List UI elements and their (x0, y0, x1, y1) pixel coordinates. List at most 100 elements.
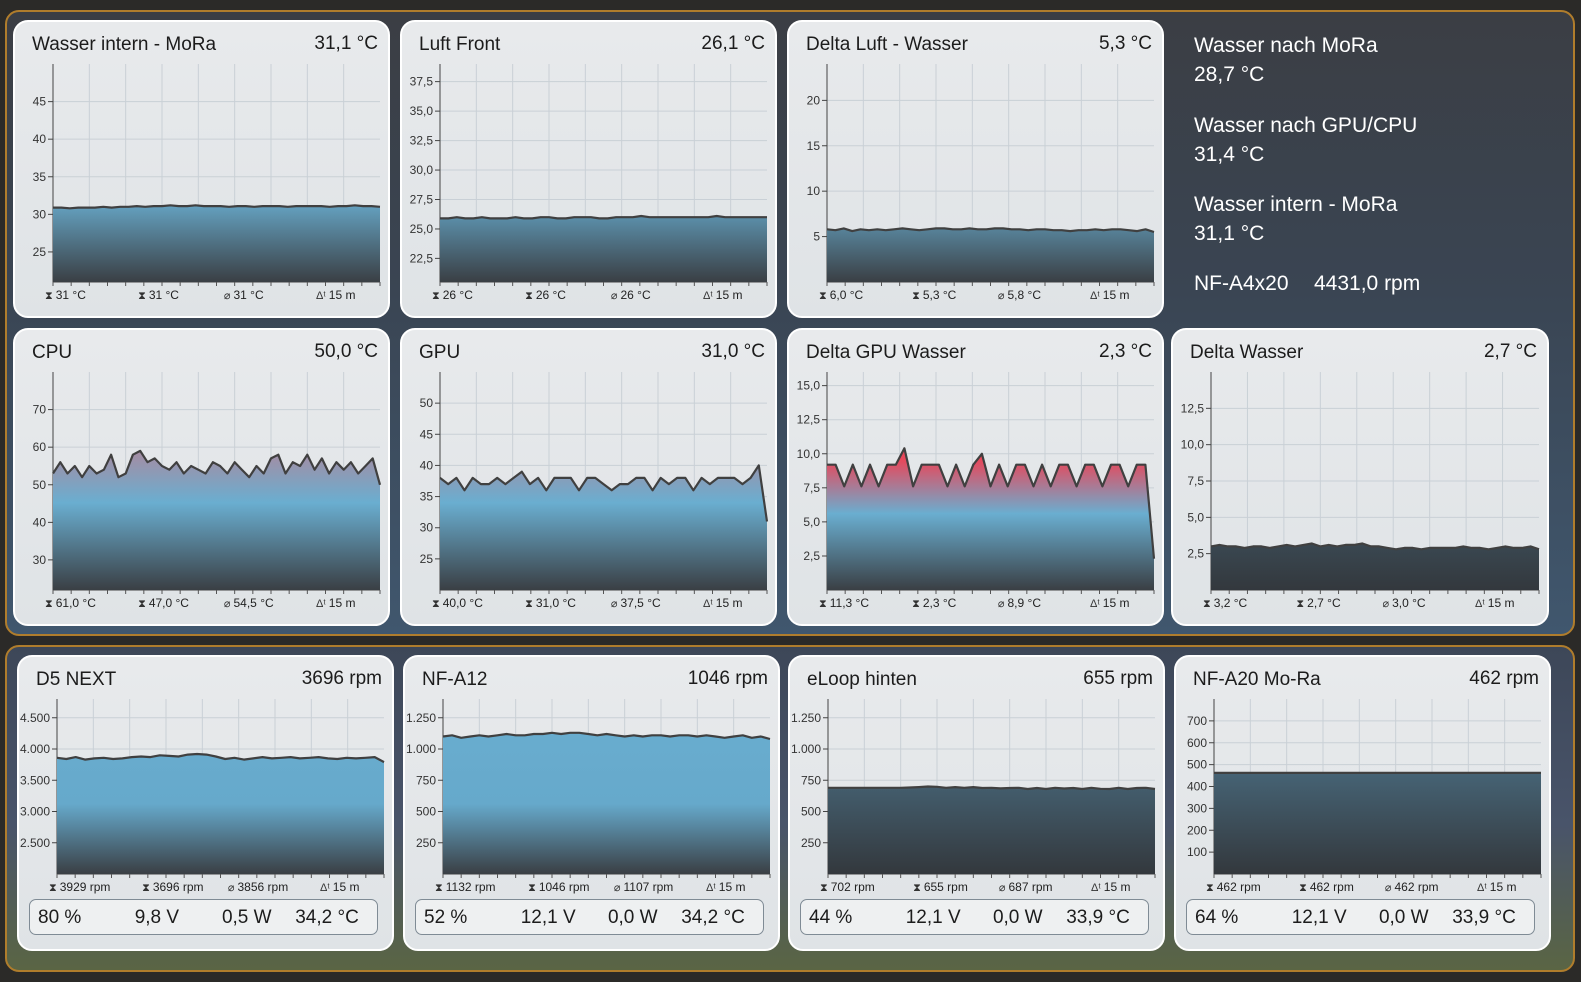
stat-time-span: Δᵗ 15 m (316, 288, 355, 302)
stat-avg-icon: ⌀ (997, 598, 1005, 610)
info-label-wasser-nach-gpu-cpu: Wasser nach GPU/CPU (1194, 114, 1418, 137)
stat-min: ⧗ 655 rpm (913, 880, 968, 895)
stat-avg-icon: ⌀ (613, 882, 621, 894)
sensor-panel-luft-front[interactable]: 22,5 25,0 27,5 30,0 32,5 35,0 37,5 Luft Front … (400, 20, 777, 318)
stat-max: ⧗ 26 °C (432, 288, 473, 303)
sensor-panel-nf-a12[interactable]: 250 500 750 1.000 1.250 NF-A12 1046 rpm ⧗ 113… (403, 655, 780, 951)
stat-min-icon: ⧗ (1296, 598, 1305, 610)
stats-row: ⧗ 702 rpm ⧗ 655 rpm ⌀ 687 rpm Δᵗ 15 m (790, 880, 1163, 896)
stat-min: ⧗ 1046 rpm (528, 880, 589, 895)
series-area (828, 786, 1155, 874)
y-tick-label: 1.000 (791, 742, 821, 756)
stat-min: ⧗ 462 rpm (1299, 880, 1354, 895)
stat-max-icon: ⧗ (435, 882, 443, 894)
stat-avg-value: 3856 rpm (237, 880, 289, 894)
panel-title: NF-A12 (422, 669, 488, 690)
stat-time-span-value: 15 m (1487, 596, 1515, 610)
stat-max: ⧗ 3929 rpm (49, 880, 110, 895)
line-chart: 2,5 5,0 7,5 10,0 12,5 15,0 (797, 372, 1156, 594)
y-tick-label: 750 (801, 773, 821, 787)
sensor-panel-delta-gpu-wasser[interactable]: 2,5 5,0 7,5 10,0 12,5 15,0 Delta GPU Wasser 2… (787, 328, 1164, 626)
y-tick-label: 12,5 (1181, 401, 1205, 415)
panel-current-value: 1046 rpm (687, 668, 768, 689)
stat-avg-icon: ⌀ (610, 598, 618, 610)
stat-avg-icon: ⌀ (1382, 598, 1390, 610)
stat-min-icon: ⧗ (525, 290, 533, 302)
stat-max-icon: ⧗ (45, 598, 53, 610)
stats-row: ⧗ 61,0 °C ⧗ 47,0 °C ⌀ 54,5 °C Δᵗ 15 m (15, 596, 388, 612)
y-tick-label: 12,5 (797, 413, 821, 427)
stat-max: ⧗ 3,2 °C (1203, 596, 1247, 611)
panel-current-value: 655 rpm (1083, 668, 1153, 689)
info-value-wasser-intern-mora: 31,1 °C (1194, 222, 1265, 245)
stat-avg: ⌀ 687 rpm (999, 880, 1053, 894)
stat-avg-value: 3,0 °C (1392, 596, 1426, 610)
stat-max-icon: ⧗ (1206, 882, 1214, 894)
y-tick-label: 4.000 (20, 742, 50, 756)
sensor-panel-gpu[interactable]: 25 30 35 40 45 50 GPU 31,0 °C ⧗ 40,0 °C ⧗ 31,0 °… (400, 328, 777, 626)
stat-time-span-icon: Δᵗ (706, 882, 716, 894)
y-tick-label: 15,0 (797, 379, 821, 393)
panel-current-value: 31,0 °C (701, 341, 765, 362)
sensor-panel-delta-wasser[interactable]: 2,5 5,0 7,5 10,0 12,5 Delta Wasser 2,7 °C ⧗ 3… (1171, 328, 1549, 626)
stat-avg: ⌀ 3856 rpm (228, 880, 288, 894)
y-tick-label: 40 (33, 515, 47, 529)
sensor-panel-cpu[interactable]: 30 40 50 60 70 CPU 50,0 °C ⧗ 61,0 °C ⧗ 47,0 °C ⌀… (13, 328, 390, 626)
panel-title: NF-A20 Mo-Ra (1193, 669, 1321, 690)
info-voltage: 12,1 V (905, 907, 961, 928)
stat-time-span-value: 15 m (1102, 596, 1130, 610)
device-info-bar: 52 % 12,1 V 0,0 W 34,2 °C (415, 899, 764, 935)
stat-avg-value: 26 °C (620, 288, 651, 302)
stat-min-icon: ⧗ (913, 882, 921, 894)
stat-max-icon: ⧗ (1203, 598, 1211, 610)
stat-avg-value: 31 °C (233, 288, 264, 302)
y-tick-label: 600 (1187, 736, 1207, 750)
stat-time-span-value: 15 m (715, 596, 743, 610)
y-tick-label: 5 (813, 230, 820, 244)
y-tick-label: 30 (420, 521, 434, 535)
sensor-panel-eloop-hinten[interactable]: 250 500 750 1.000 1.250 eLoop hinten 655 rpm… (788, 655, 1165, 951)
y-tick-label: 30 (33, 553, 47, 567)
stat-min-value: 26 °C (535, 288, 566, 302)
y-tick-label: 7,5 (1187, 474, 1204, 488)
info-voltage: 12,1 V (520, 907, 576, 928)
stat-avg: ⌀ 462 rpm (1385, 880, 1439, 894)
line-chart: 25 30 35 40 45 (33, 64, 381, 286)
panel-title: Delta Wasser (1190, 342, 1304, 363)
stat-max-icon: ⧗ (432, 290, 440, 302)
line-chart: 100 200 300 400 500 600 700 (1187, 699, 1542, 878)
info-duty-percent: 44 % (809, 907, 853, 928)
stat-time-span: Δᵗ 15 m (316, 596, 355, 610)
stat-avg-value: 1107 rpm (623, 880, 674, 894)
y-tick-label: 32,5 (410, 134, 434, 148)
stat-time-span-icon: Δᵗ (1091, 882, 1101, 894)
stats-row: ⧗ 31 °C ⧗ 31 °C ⌀ 31 °C Δᵗ 15 m (15, 288, 388, 304)
y-tick-label: 10,0 (797, 447, 821, 461)
series-area (57, 754, 384, 874)
stat-time-span-icon: Δᵗ (1090, 598, 1100, 610)
series-line (56, 752, 385, 764)
stat-min: ⧗ 2,7 °C (1296, 596, 1340, 611)
line-chart: 250 500 750 1.000 1.250 (406, 699, 771, 878)
stat-time-span-icon: Δᵗ (1477, 882, 1487, 894)
stat-time-span-value: 15 m (1103, 880, 1131, 894)
stat-time-span-icon: Δᵗ (703, 290, 713, 302)
line-chart: 2.500 3.000 3.500 4.000 4.500 (20, 699, 385, 878)
info-power: 0,5 W (221, 907, 272, 928)
sensor-panel-wasser-intern-mora[interactable]: 25 30 35 40 45 Wasser intern - MoRa 31,1 °C … (13, 20, 390, 318)
panel-current-value: 462 rpm (1469, 668, 1539, 689)
y-tick-label: 400 (1187, 780, 1207, 794)
sensor-panel-nf-a20-mo-ra[interactable]: 100 200 300 400 500 600 700 NF-A20 Mo-Ra 462 r… (1174, 655, 1551, 951)
y-tick-label: 2,5 (1187, 547, 1204, 561)
stat-max-value: 3,2 °C (1213, 596, 1248, 610)
panel-current-value: 2,7 °C (1483, 341, 1537, 362)
series-line (827, 447, 1156, 559)
sensor-panel-delta-luft-wasser[interactable]: 5 10 15 20 Delta Luft - Wasser 5,3 °C ⧗ 6,0 … (787, 20, 1164, 318)
stats-row: ⧗ 6,0 °C ⧗ 5,3 °C ⌀ 5,8 °C Δᵗ 15 m (789, 288, 1162, 304)
stat-time-span: Δᵗ 15 m (703, 596, 742, 610)
y-tick-label: 250 (416, 836, 436, 850)
sensor-panel-d5-next[interactable]: 2.500 3.000 3.500 4.000 4.500 D5 NEXT 3696 r… (17, 655, 394, 951)
stat-time-span: Δᵗ 15 m (706, 880, 745, 894)
y-tick-label: 15 (807, 139, 821, 153)
series-area (53, 450, 380, 590)
